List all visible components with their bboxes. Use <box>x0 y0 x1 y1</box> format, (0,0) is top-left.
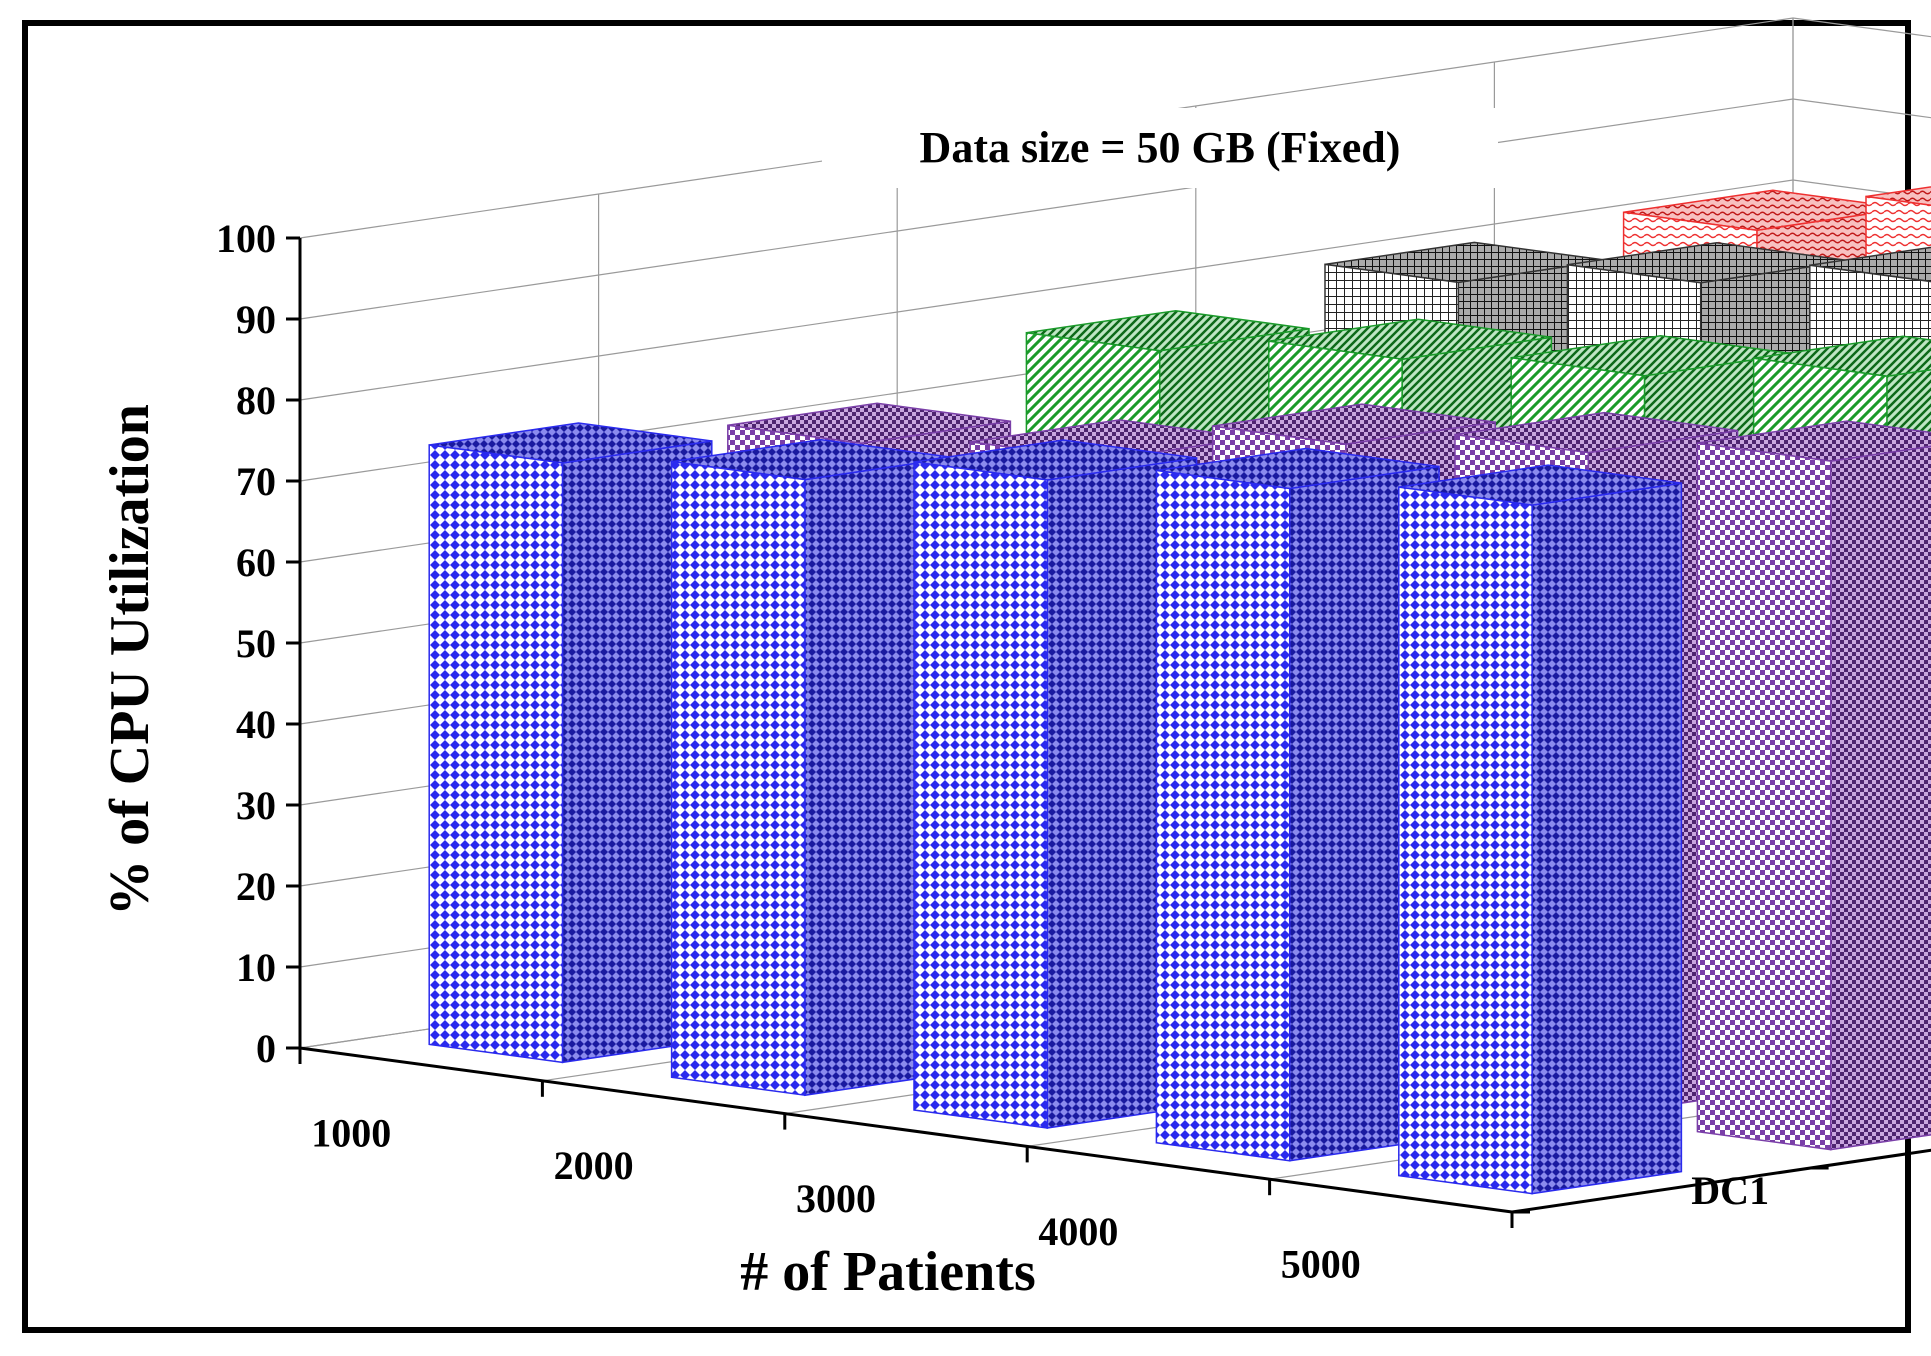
bar-front <box>1696 442 1832 1151</box>
y-axis: 0 10 20 30 40 50 60 70 80 90 100 <box>216 216 302 1071</box>
series-label-dc1: DC1 <box>1691 1168 1769 1213</box>
x-axis: 1000 2000 3000 4000 5000 <box>298 1046 1514 1287</box>
y-tick-label: 30 <box>236 783 276 828</box>
y-tick-label: 40 <box>236 702 276 747</box>
x-tick-label: 2000 <box>554 1143 634 1188</box>
y-tick-label: 70 <box>236 459 276 504</box>
bar-dc1-1000 <box>428 422 713 1064</box>
bar-front <box>428 444 564 1064</box>
x-tick-label: 5000 <box>1281 1242 1361 1287</box>
bar-side <box>1531 482 1683 1195</box>
bar-dc1-3000 <box>913 439 1198 1129</box>
bar-side <box>1829 445 1931 1151</box>
x-tick-label: 3000 <box>796 1176 876 1221</box>
title-box <box>822 108 1498 188</box>
bar-front <box>1155 469 1291 1162</box>
y-tick-label: 60 <box>236 540 276 585</box>
y-tick-label: 20 <box>236 864 276 909</box>
bar-dc1-5000 <box>1398 464 1683 1195</box>
y-tick-label: 100 <box>216 216 276 261</box>
x-axis-line <box>299 1046 1513 1214</box>
y-tick-label: 50 <box>236 621 276 666</box>
x-tick-label: 1000 <box>311 1110 391 1155</box>
series-axis: DC1DC2DC3DC4DC5 <box>1511 1148 1931 1214</box>
bar-top <box>1865 186 1931 207</box>
bar-dc1-2000 <box>670 438 955 1097</box>
bar-front <box>1398 486 1533 1195</box>
bar-dc2-5000 <box>1696 420 1931 1151</box>
x-axis-label: # of Patients <box>740 1241 1036 1303</box>
y-axis-label: % of CPU Utilization <box>99 404 161 916</box>
bar-dc1-4000 <box>1155 447 1440 1162</box>
y-tick-label: 0 <box>256 1026 276 1071</box>
y-tick-label: 10 <box>236 945 276 990</box>
x-tick-label: 4000 <box>1038 1209 1118 1254</box>
bar-front <box>670 460 806 1097</box>
y-tick-label: 90 <box>236 297 276 342</box>
bar-front <box>913 461 1049 1129</box>
chart-title: Data size = 50 GB (Fixed) <box>920 123 1401 172</box>
series-axis-line <box>1511 1148 1931 1214</box>
y-tick-label: 80 <box>236 378 276 423</box>
bars <box>428 186 1931 1195</box>
